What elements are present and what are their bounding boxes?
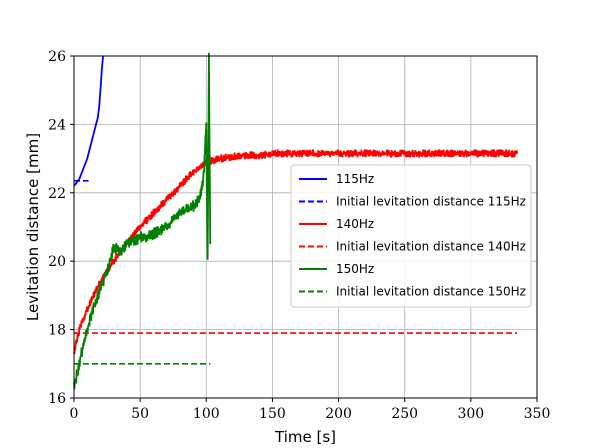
legend-label: Initial levitation distance 150Hz: [336, 285, 526, 299]
y-tick-label: 16: [48, 391, 66, 407]
legend-box: [290, 164, 532, 308]
x-tick-label: 250: [391, 406, 418, 422]
y-tick-label: 22: [48, 186, 66, 202]
series-line-2: [73, 149, 519, 355]
legend: 115Hz Initial levitation distance 115Hz 14…: [290, 164, 532, 308]
x-tick-label: 0: [70, 406, 79, 422]
y-tick-label: 26: [48, 49, 66, 65]
axes-frame: [73, 55, 538, 399]
x-tick-label: 150: [259, 406, 286, 422]
x-tick-label: 350: [524, 406, 551, 422]
y-axis-label: Levitation distance [mm]: [24, 133, 42, 321]
series-group: [73, 52, 519, 390]
legend-label: Initial levitation distance 140Hz: [336, 240, 526, 254]
y-tick-label: 18: [48, 323, 66, 339]
legend-label: 115Hz: [336, 172, 374, 186]
y-tick-label: 24: [48, 117, 66, 133]
y-tick-label: 20: [48, 254, 66, 270]
x-axis-label: Time [s]: [274, 428, 336, 446]
legend-label: 140Hz: [336, 217, 374, 231]
x-tick-label: 100: [193, 406, 220, 422]
legend-label: Initial levitation distance 115Hz: [336, 195, 526, 209]
series-line-0: [73, 55, 104, 187]
x-tick-label: 200: [325, 406, 352, 422]
legend-label: 150Hz: [336, 262, 374, 276]
plot-frame: [73, 55, 538, 399]
series-line-4: [73, 52, 212, 390]
ticks: 0 50 100 150 200 250 300 350 16 18 20 22 24 26: [48, 49, 550, 422]
x-tick-label: 300: [457, 406, 484, 422]
x-tick-label: 50: [131, 406, 149, 422]
